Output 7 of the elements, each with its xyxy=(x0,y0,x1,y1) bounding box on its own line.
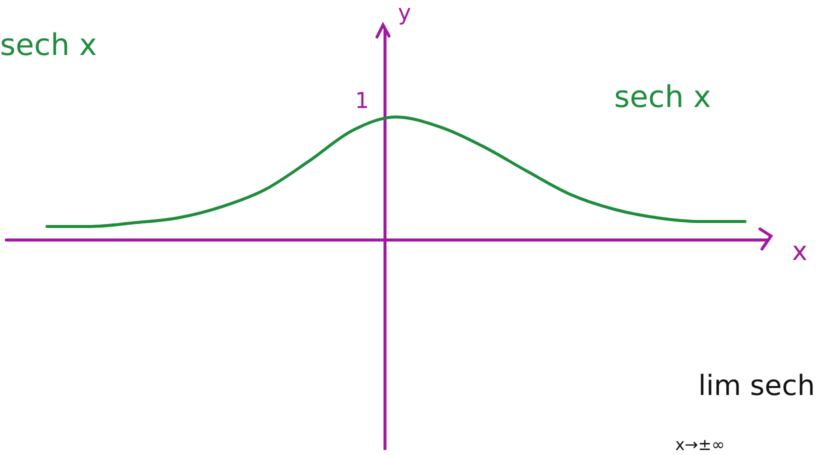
text: 1 xyxy=(355,89,369,114)
x-axis-title: x xyxy=(792,237,808,267)
text: lim sech xyxy=(698,369,815,402)
y-axis-title: y xyxy=(398,1,412,26)
text: sech x xyxy=(614,80,712,115)
text: x→±∞ xyxy=(675,435,725,454)
text: sech x xyxy=(0,28,97,63)
